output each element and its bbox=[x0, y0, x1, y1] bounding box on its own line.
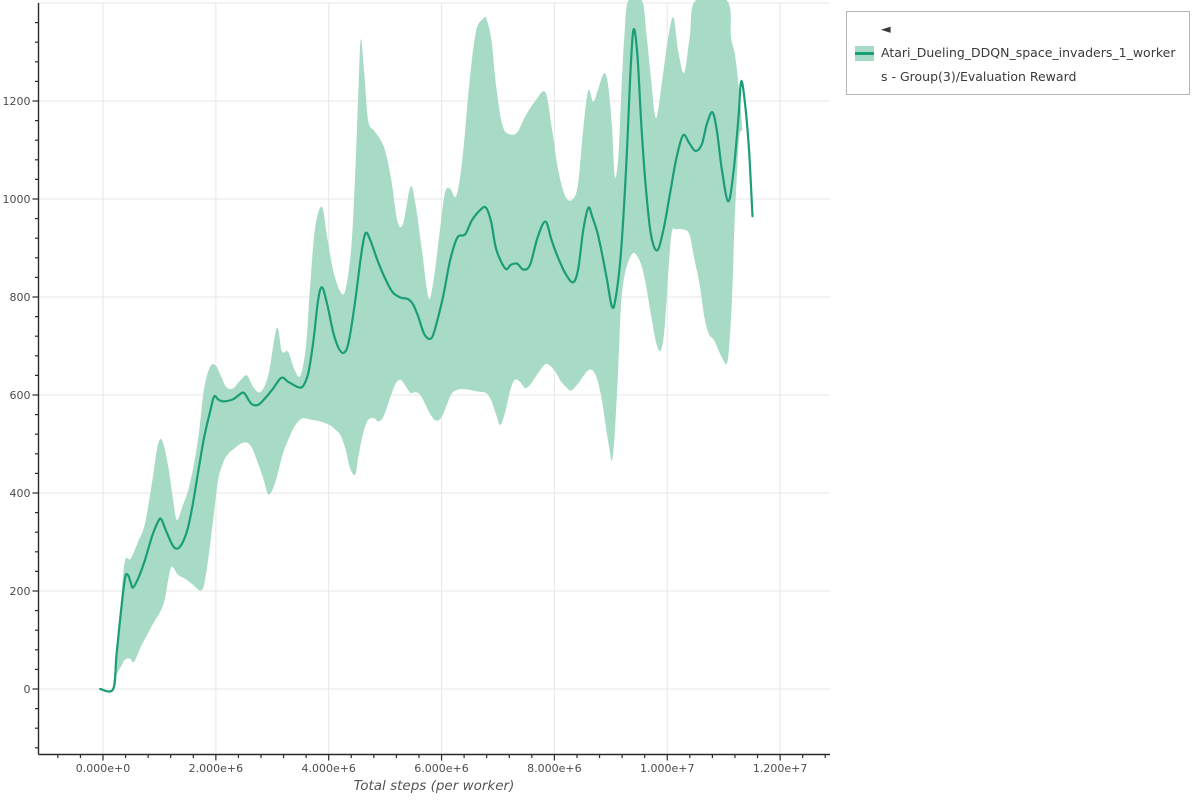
y-tick-label: 1000 bbox=[3, 193, 31, 206]
legend[interactable]: ◄ Atari_Dueling_DDQN_space_invaders_1_wo… bbox=[846, 11, 1190, 95]
legend-swatch-line-icon bbox=[855, 51, 874, 55]
y-tick-label: 800 bbox=[10, 291, 31, 304]
legend-label: ◄ Atari_Dueling_DDQN_space_invaders_1_wo… bbox=[881, 21, 1176, 84]
x-tick-label: 1.000e+7 bbox=[640, 762, 694, 775]
y-tick-label: 0 bbox=[24, 683, 31, 696]
x-tick-label: 8.000e+6 bbox=[527, 762, 581, 775]
y-tick-label: 200 bbox=[10, 585, 31, 598]
legend-swatch bbox=[855, 45, 874, 61]
x-tick-label: 1.200e+7 bbox=[753, 762, 807, 775]
confidence-band bbox=[113, 0, 743, 689]
y-tick-label: 1200 bbox=[3, 95, 31, 108]
x-tick-label: 0.000e+0 bbox=[76, 762, 130, 775]
y-tick-label: 600 bbox=[10, 389, 31, 402]
x-tick-label: 4.000e+6 bbox=[301, 762, 355, 775]
mean-line bbox=[99, 27, 754, 693]
x-axis-title: Total steps (per worker) bbox=[353, 778, 515, 794]
x-tick-label: 6.000e+6 bbox=[414, 762, 468, 775]
y-tick-label: 400 bbox=[10, 487, 31, 500]
x-tick-label: 2.000e+6 bbox=[189, 762, 243, 775]
